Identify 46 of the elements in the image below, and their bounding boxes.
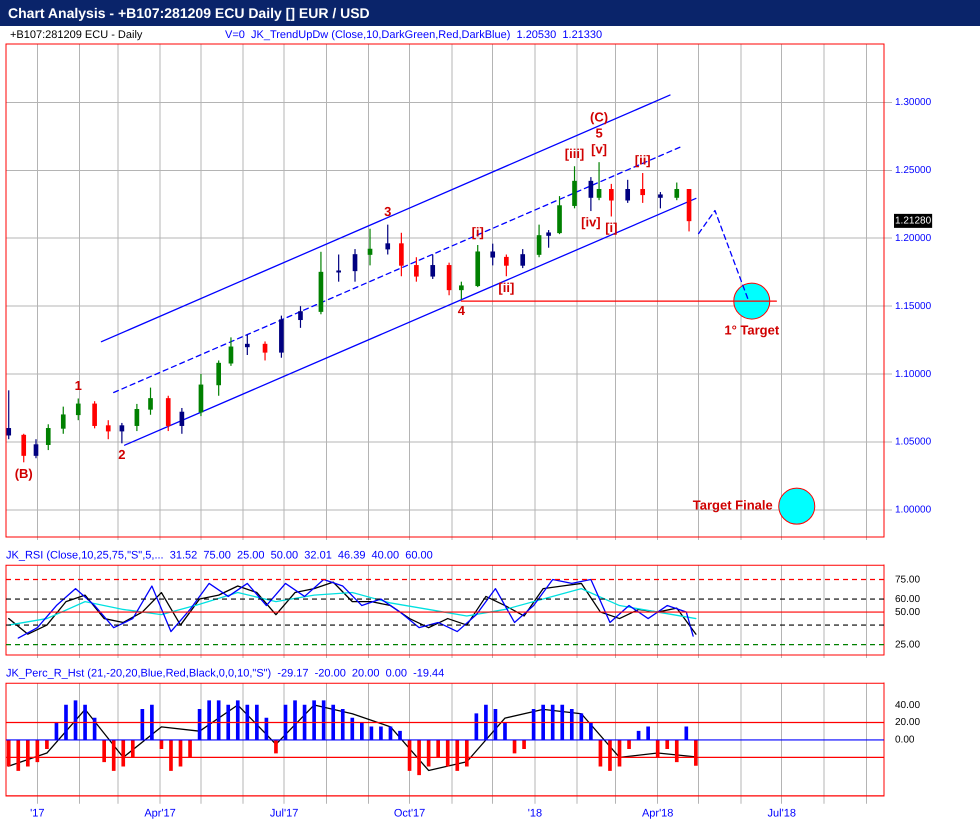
y-tick-label: 1.25000 — [895, 165, 932, 176]
annotation: (B) — [14, 466, 33, 481]
annotation: 3 — [384, 204, 392, 220]
annotation: [ii] — [498, 280, 514, 295]
y-tick-label: 40.00 — [895, 700, 920, 711]
y-tick-label: 1.00000 — [895, 504, 932, 516]
bar — [274, 740, 278, 754]
x-tick-label: Apr'17 — [144, 807, 176, 820]
annotation: 4 — [458, 302, 466, 318]
x-tick-label: Jul'18 — [768, 807, 796, 820]
annotation: [v] — [591, 142, 608, 157]
y-tick-label: 1.15000 — [895, 300, 932, 312]
y-tick-label: 1.10000 — [895, 368, 932, 380]
annotation: 1° Target — [724, 322, 780, 338]
y-tick-label: 75.00 — [895, 574, 920, 586]
y-tick-label: 50.00 — [895, 606, 920, 618]
y-tick-label: 60.00 — [895, 594, 920, 605]
y-tick-label: 0.00 — [895, 734, 915, 746]
y-tick-label: 1.20000 — [895, 232, 932, 244]
chart-title: Chart Analysis - +B107:281209 ECU Daily [] EUR / USD — [0, 0, 980, 26]
bar — [512, 740, 516, 754]
annotation: [i] — [472, 224, 484, 240]
annotation: 1 — [74, 378, 82, 394]
x-tick-label: Apr'18 — [642, 807, 674, 820]
text: V=0 JK_TrendUpDw (Close,10,DarkGreen,Red,DarkBlue) 1.20530 1.21330 — [225, 29, 602, 42]
annotation: [iii] — [564, 146, 584, 161]
candlestick — [368, 228, 372, 266]
annotation: [i] — [605, 220, 618, 236]
annotation: [ii] — [634, 152, 651, 168]
y-tick-label: 1.21280 — [895, 216, 932, 227]
x-tick-label: Oct'17 — [394, 807, 426, 820]
annotation: Target Finale — [692, 498, 773, 513]
annotation: 5 — [595, 126, 603, 141]
chart-title: JK_RSI (Close,10,25,75,"S",5,... 31.52 75.00 25.00 50.00 32.01 46.39 40.00 60.00 — [6, 550, 433, 562]
annotation: (C) — [590, 110, 608, 125]
x-tick-label: '18 — [528, 807, 542, 820]
x-tick-label: Jul'17 — [270, 807, 298, 820]
x-tick-label: '17 — [30, 807, 45, 820]
chart-subtitle: +B107:281209 ECU - Daily — [10, 29, 143, 42]
annotation: [iv] — [581, 214, 601, 230]
chart-title: JK_Perc_R_Hst (21,-20,20,Blue,Red,Black,0,0,10,"S") -29.17 -20.00 20.00 0.00 -19.44 — [6, 668, 444, 680]
y-tick-label: 1.05000 — [895, 436, 932, 448]
y-tick-label: 1.30000 — [895, 97, 932, 108]
y-tick-label: 20.00 — [895, 717, 920, 728]
annotation: 2 — [118, 446, 126, 462]
y-tick-label: 25.00 — [895, 639, 920, 650]
